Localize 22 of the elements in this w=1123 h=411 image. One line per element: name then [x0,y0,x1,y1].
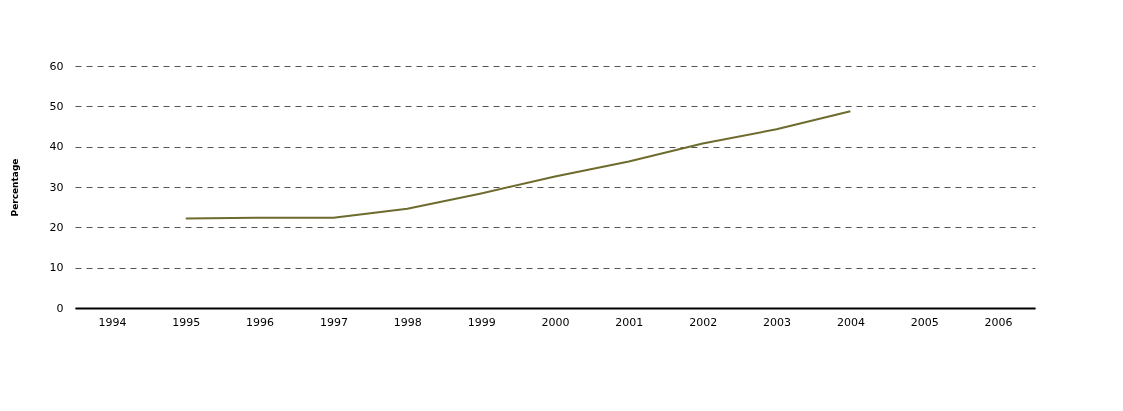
x-tick-label: 1994 [98,315,127,329]
y-tick-label: 60 [49,59,64,73]
x-tick-label: 2004 [836,315,865,329]
y-tick-label: 10 [49,261,64,275]
x-tick-label: 2000 [541,315,570,329]
x-tick-label: 2003 [763,315,792,329]
y-tick-label: 40 [49,140,64,154]
y-tick-label: 30 [49,180,64,194]
x-tick-label: 1999 [467,315,496,329]
x-tick-label: 1996 [246,315,275,329]
line-series [184,110,852,220]
x-tick-label: 2001 [615,315,644,329]
y-tick-label: 50 [49,99,64,113]
x-tick-label: 1998 [393,315,422,329]
y-tick-label: 20 [49,220,64,234]
x-tick-label: 2005 [910,315,939,329]
x-tick-label: 2006 [984,315,1013,329]
y-tick-label: 0 [56,301,64,315]
x-tick-label: 2002 [689,315,718,329]
x-tick-label: 1997 [319,315,348,329]
y-axis-title: Percentage [9,158,20,217]
x-tick-label: 1995 [172,315,201,329]
